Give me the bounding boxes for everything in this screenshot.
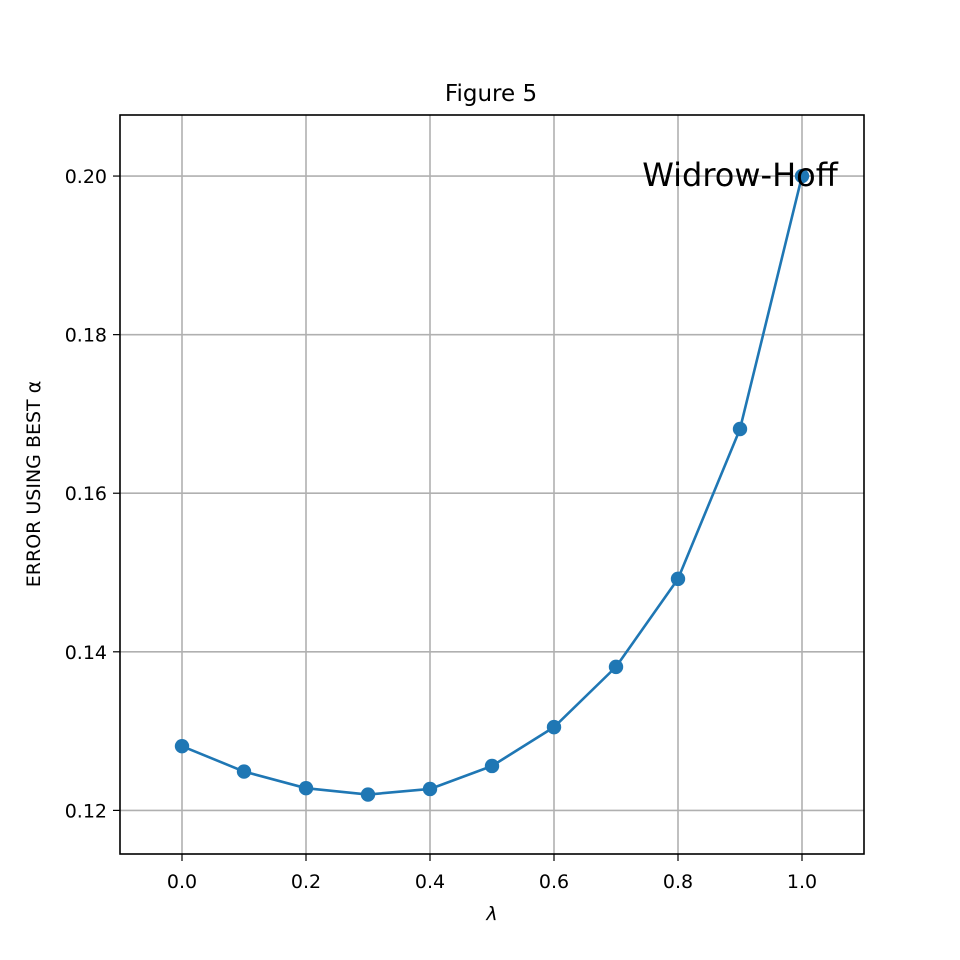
grid: [120, 115, 864, 854]
y-axis-label: ERROR USING BEST α: [23, 381, 45, 587]
data-point: [484, 758, 500, 774]
series-line: [181, 175, 804, 796]
data-point: [360, 787, 376, 802]
annotations: Widrow-Hoff: [642, 156, 839, 194]
x-axis-label: λ: [485, 903, 497, 925]
x-tick-label: 0.0: [167, 871, 197, 893]
x-tick-label: 0.6: [539, 871, 569, 893]
x-tick-label: 0.4: [415, 871, 445, 893]
x-axis-ticks: 0.0 0.2 0.4 0.6 0.8 1.0: [167, 854, 817, 893]
y-tick-label: 0.16: [65, 483, 107, 505]
data-point: [174, 738, 190, 754]
y-tick-label: 0.18: [65, 325, 107, 347]
chart-title: Figure 5: [445, 81, 537, 107]
y-axis-ticks: 0.12 0.14 0.16 0.18 0.20: [65, 166, 120, 822]
annotation-label: Widrow-Hoff: [642, 156, 839, 194]
data-point: [546, 719, 562, 735]
x-tick-label: 0.8: [663, 871, 693, 893]
data-point: [732, 421, 748, 437]
data-point: [298, 780, 314, 796]
y-tick-label: 0.14: [65, 642, 107, 664]
x-tick-label: 1.0: [787, 871, 817, 893]
data-point: [236, 764, 252, 779]
data-point: [608, 659, 624, 675]
plot-frame: [119, 114, 865, 855]
y-tick-label: 0.12: [65, 800, 107, 822]
y-tick-label: 0.20: [65, 166, 107, 188]
data-point: [670, 571, 686, 587]
data-point: [422, 781, 438, 797]
x-tick-label: 0.2: [291, 871, 321, 893]
data-point: [794, 168, 810, 184]
data-series: [174, 168, 810, 802]
